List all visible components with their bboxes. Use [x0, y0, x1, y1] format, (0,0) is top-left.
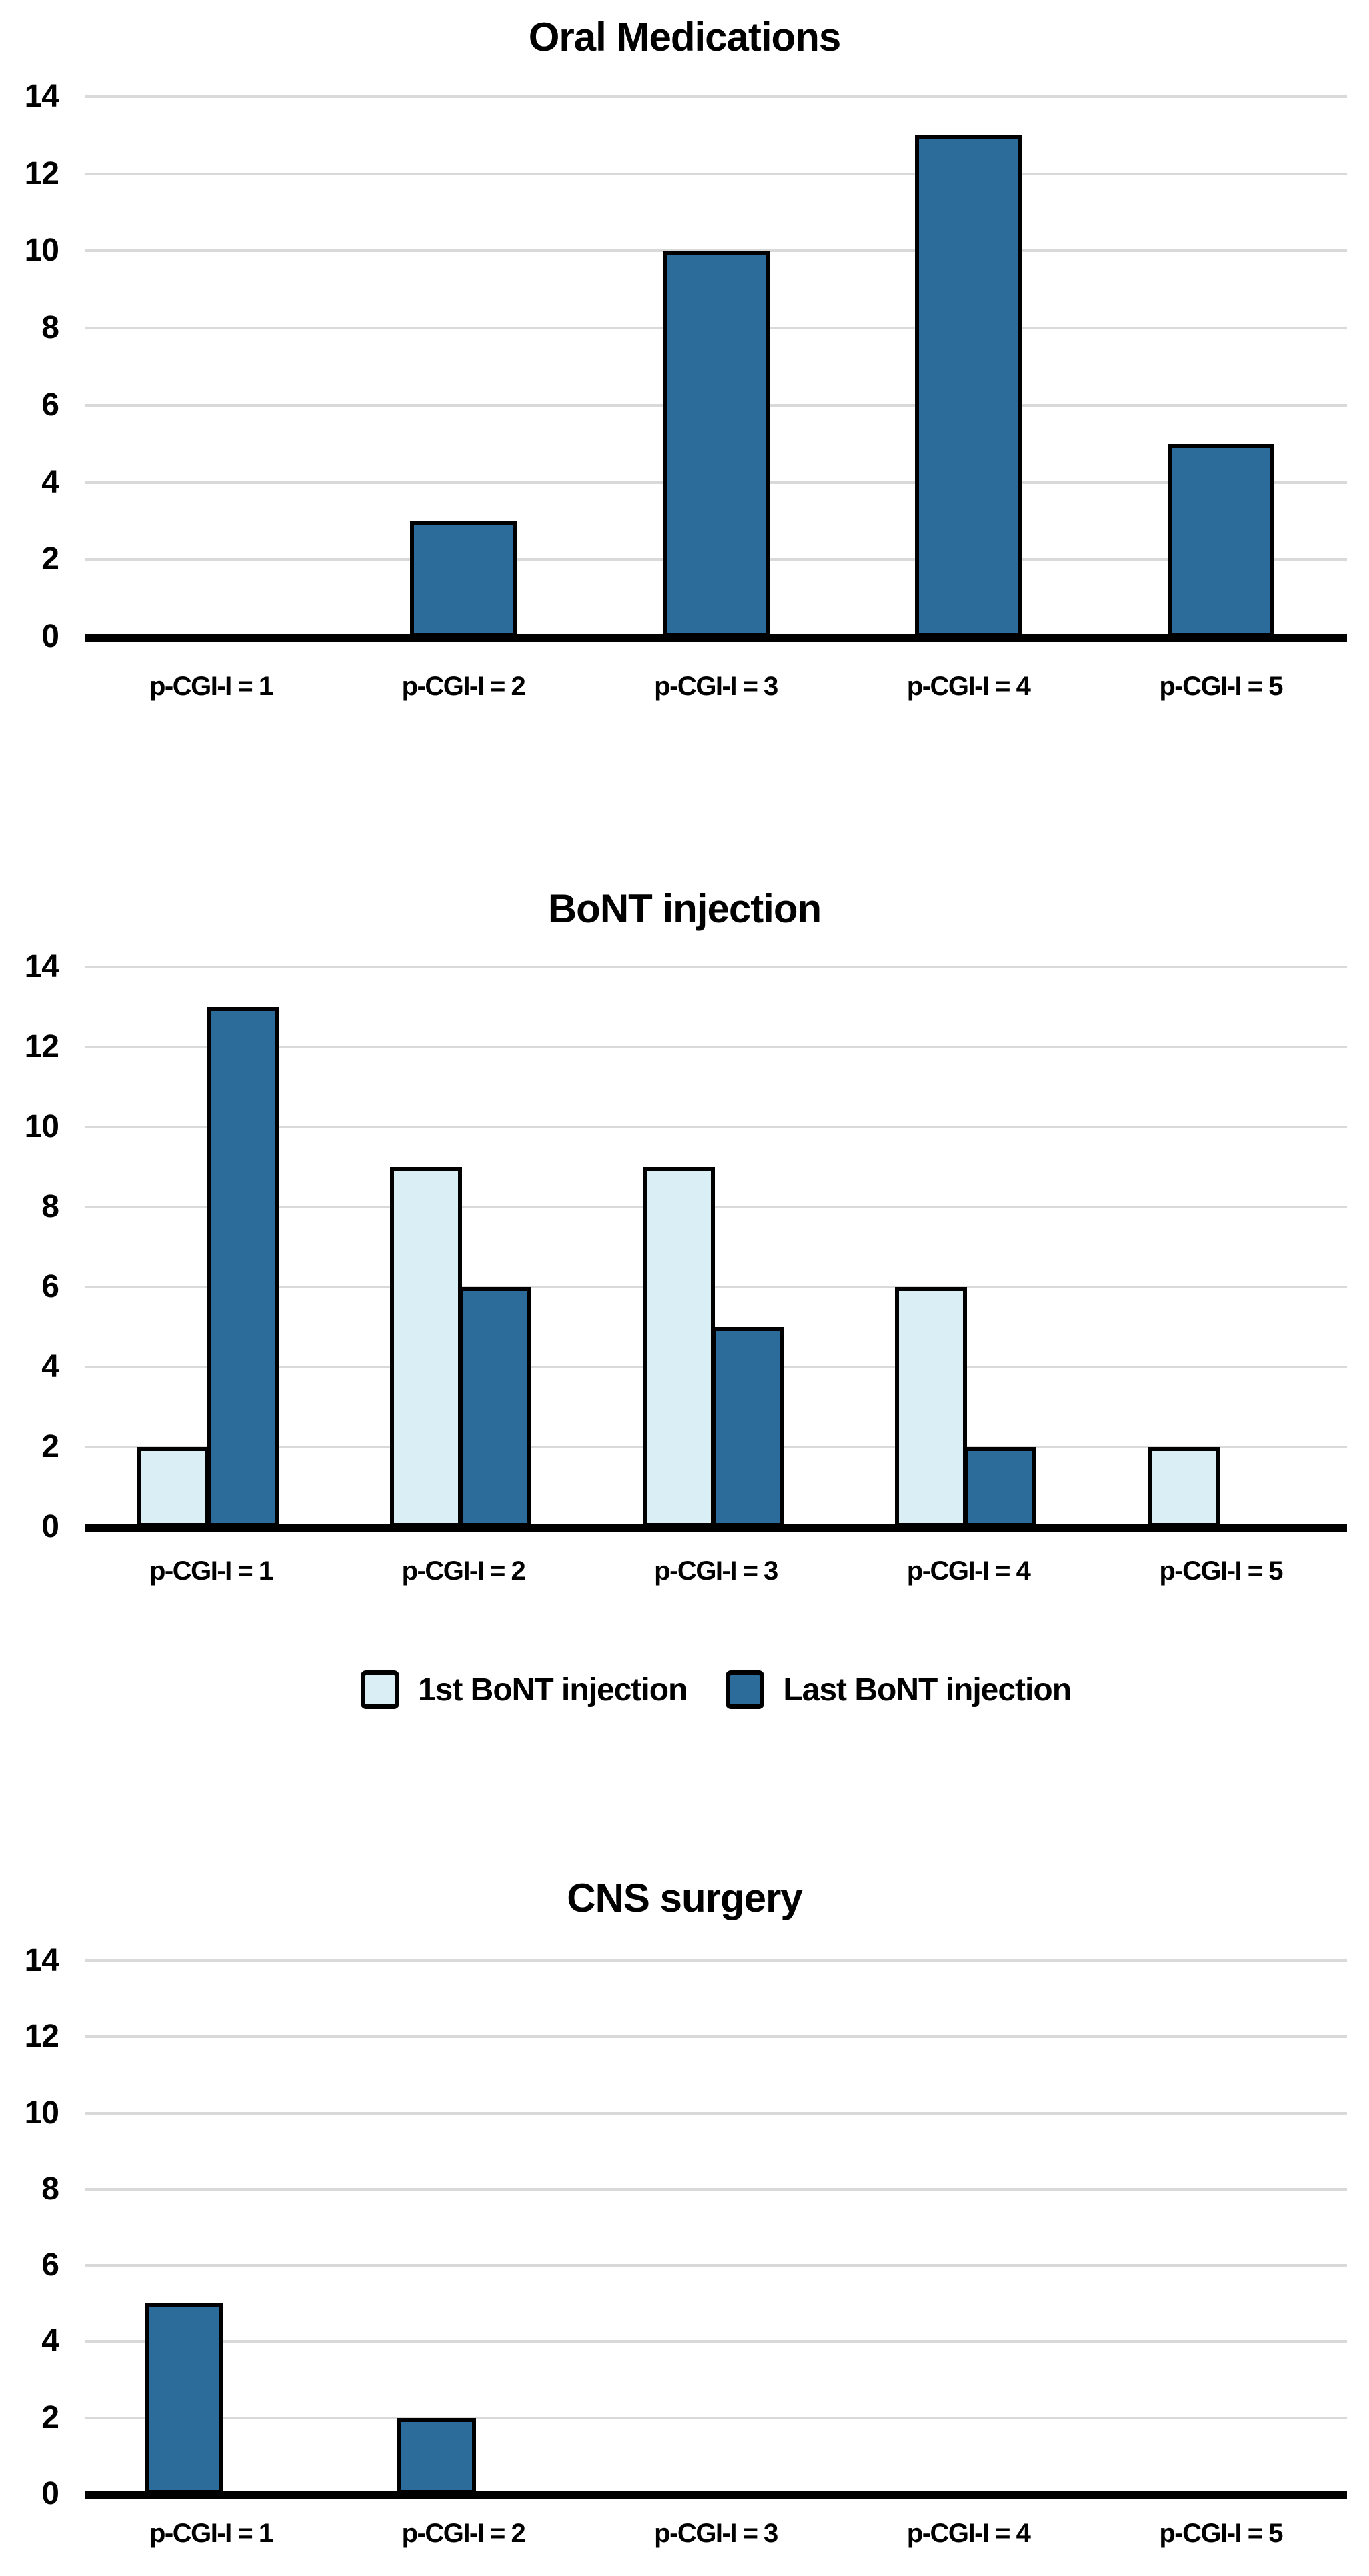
x-tick-label: p-CGI-I = 3: [654, 672, 778, 701]
gridline: [85, 2035, 1347, 2039]
plot-area: [85, 95, 1347, 642]
legend-entry-last-bont: Last BoNT injection: [726, 1670, 1072, 1709]
x-tick-label: p-CGI-I = 3: [654, 1556, 778, 1586]
legend-label: 1st BoNT injection: [417, 1672, 688, 1708]
y-tick-label: 14: [24, 949, 59, 984]
y-tick-label: 10: [24, 2095, 59, 2131]
chart-title: CNS surgery: [567, 1876, 802, 1920]
gridline: [85, 2111, 1347, 2115]
x-tick-label: p-CGI-I = 3: [654, 2519, 778, 2548]
y-tick-label: 12: [24, 2019, 59, 2055]
y-tick-label: 0: [41, 1509, 59, 1544]
y-tick-label: 2: [41, 541, 59, 577]
x-tick-label: p-CGI-I = 4: [906, 2519, 1031, 2548]
bar: [409, 521, 517, 637]
bar: [915, 135, 1022, 637]
y-tick-label: 8: [41, 1189, 59, 1224]
gridline: [85, 2187, 1347, 2191]
x-tick-label: p-CGI-I = 1: [149, 1556, 273, 1586]
gridline: [85, 95, 1347, 98]
chart-title: BoNT injection: [547, 886, 822, 931]
y-tick-label: 4: [41, 1349, 59, 1384]
y-tick-label: 10: [24, 233, 59, 269]
gridline: [85, 1126, 1347, 1128]
y-tick-label: 10: [24, 1109, 59, 1144]
y-tick-label: 0: [41, 2476, 59, 2511]
y-tick-label: 4: [41, 2323, 59, 2359]
y-tick-label: 0: [41, 619, 59, 654]
y-tick-label: 2: [41, 1429, 59, 1464]
gridline: [85, 1959, 1347, 1962]
x-tick-label: p-CGI-I = 4: [906, 672, 1031, 701]
x-axis-line: [85, 1524, 1347, 1532]
bar: [1167, 444, 1274, 637]
legend: 1st BoNT injection Last BoNT injection: [85, 1670, 1347, 1709]
bar: [662, 251, 770, 637]
bar: [397, 2418, 476, 2494]
gridline: [85, 2264, 1347, 2267]
legend-swatch-first-bont: [360, 1670, 399, 1709]
gridline: [85, 1206, 1347, 1208]
gridline: [85, 1286, 1347, 1288]
y-tick-label: 14: [24, 79, 59, 114]
y-tick-label: 8: [41, 310, 59, 346]
gridline: [85, 2340, 1347, 2343]
legend-label: Last BoNT injection: [783, 1672, 1072, 1708]
x-tick-label: p-CGI-I = 2: [401, 2519, 526, 2548]
plot-area: [85, 1959, 1347, 2499]
y-tick-label: 4: [41, 464, 59, 500]
bar: [207, 1007, 279, 1527]
x-tick-label: p-CGI-I = 1: [149, 2519, 273, 2548]
x-axis-line: [85, 634, 1347, 642]
x-tick-label: p-CGI-I = 5: [1159, 1556, 1283, 1586]
chart-bont-injection: BoNT injection 1st BoNT injection Last B…: [0, 867, 1369, 1760]
chart-title: Oral Medications: [528, 15, 841, 59]
bar: [389, 1167, 462, 1527]
chart-oral-medications: Oral Medications 0 2 4 6 8 10 12 14 p-CGI-I = 1 p…: [0, 0, 1369, 767]
gridline: [85, 172, 1347, 175]
bar: [137, 1447, 210, 1527]
bar: [459, 1287, 531, 1527]
bar: [964, 1447, 1037, 1527]
x-tick-label: p-CGI-I = 2: [401, 1556, 526, 1586]
chart-cns-surgery: CNS surgery 0 2 4 6 8 10 12 14 p-CGI-I = 1 p-CGI-…: [0, 1867, 1369, 2576]
gridline: [85, 966, 1347, 968]
x-tick-label: p-CGI-I = 1: [149, 672, 273, 701]
bar: [145, 2303, 224, 2494]
gridline: [85, 2416, 1347, 2419]
legend-swatch-last-bont: [726, 1670, 765, 1709]
y-tick-label: 6: [41, 1269, 59, 1304]
bar: [712, 1327, 784, 1527]
y-tick-label: 14: [24, 1943, 59, 1978]
y-tick-label: 12: [24, 155, 59, 191]
x-tick-label: p-CGI-I = 4: [906, 1556, 1031, 1586]
x-axis-line: [85, 2491, 1347, 2499]
x-tick-label: p-CGI-I = 2: [401, 672, 526, 701]
gridline: [85, 1046, 1347, 1048]
x-tick-label: p-CGI-I = 5: [1159, 2519, 1283, 2548]
y-tick-label: 2: [41, 2399, 59, 2435]
y-tick-label: 12: [24, 1029, 59, 1064]
y-tick-label: 6: [41, 387, 59, 423]
plot-area: [85, 966, 1347, 1532]
bar: [895, 1287, 968, 1527]
x-tick-label: p-CGI-I = 5: [1159, 672, 1283, 701]
bar: [642, 1167, 715, 1527]
y-tick-label: 8: [41, 2171, 59, 2207]
bar: [1147, 1447, 1220, 1527]
y-tick-label: 6: [41, 2247, 59, 2283]
legend-entry-first-bont: 1st BoNT injection: [360, 1670, 688, 1709]
